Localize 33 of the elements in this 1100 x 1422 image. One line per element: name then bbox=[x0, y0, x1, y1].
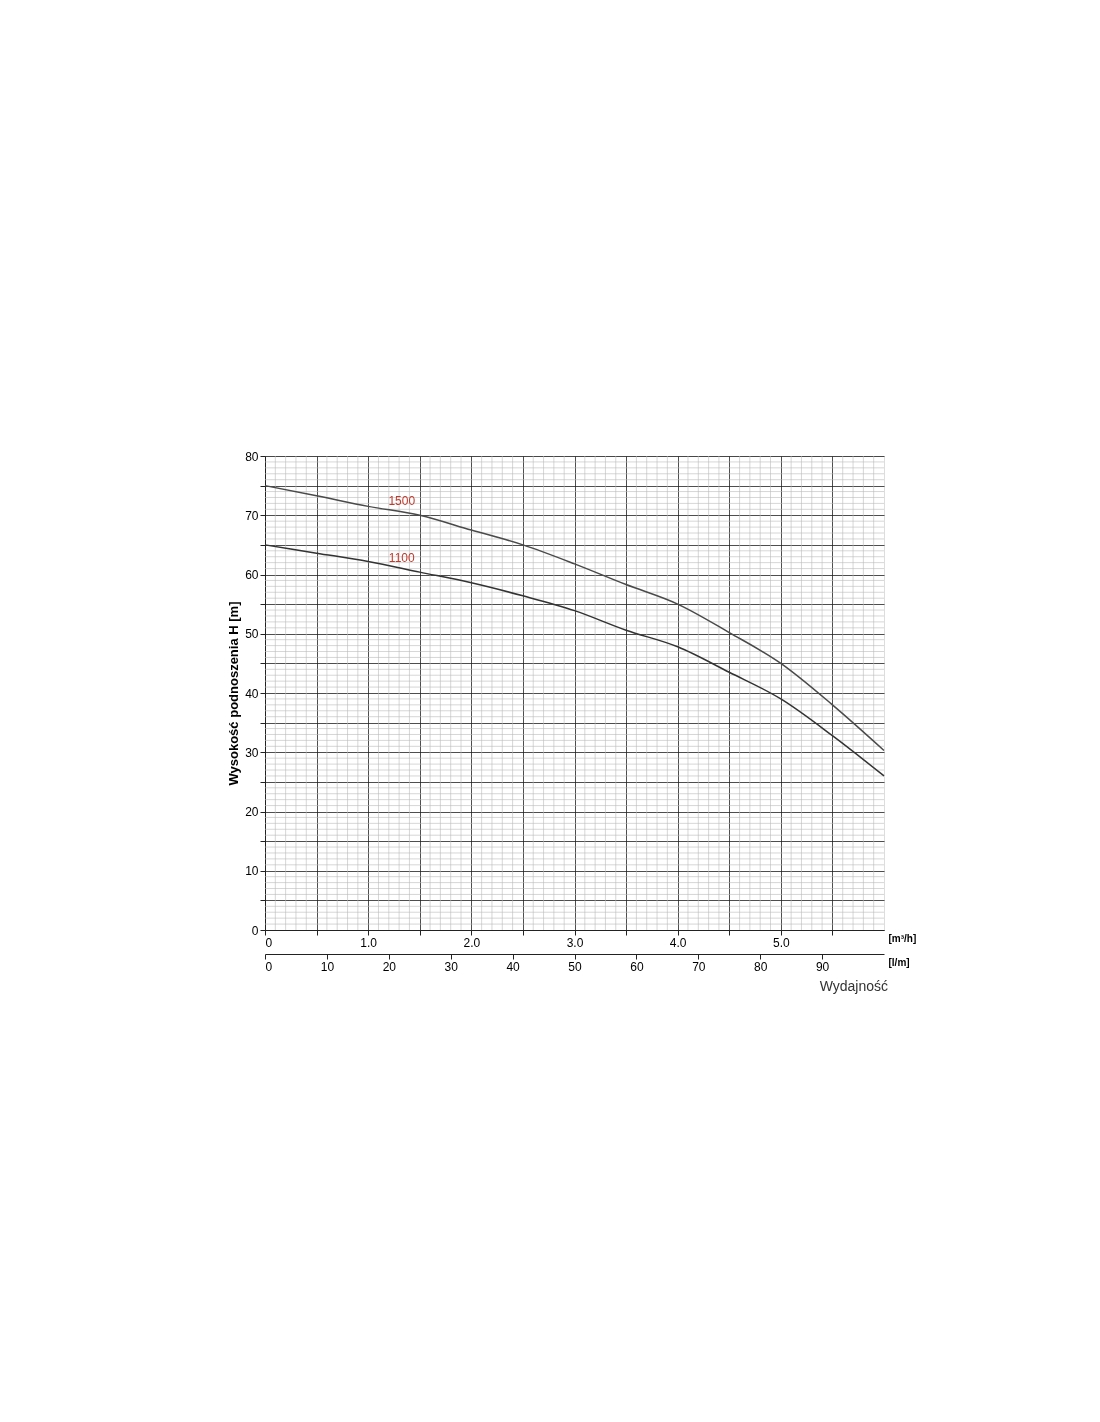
series-label: 1500 bbox=[388, 494, 416, 509]
x2-tick-label: 10 bbox=[320, 959, 335, 974]
x-tick-label: 2.0 bbox=[463, 935, 481, 950]
x-tick-label: 3.0 bbox=[566, 935, 584, 950]
x2-tick-label: 80 bbox=[754, 959, 768, 974]
y-tick-label: 10 bbox=[245, 864, 259, 879]
y-tick-label: 50 bbox=[245, 627, 259, 642]
x2-tick-label: 70 bbox=[692, 959, 706, 974]
y-tick-label: 40 bbox=[245, 686, 259, 701]
y-tick-label: 60 bbox=[245, 568, 259, 582]
x-tick-label: 0 bbox=[265, 935, 273, 950]
x2-tick-label: 60 bbox=[630, 959, 644, 974]
y-tick-label: 20 bbox=[245, 805, 259, 819]
x-tick-label: 5.0 bbox=[772, 935, 790, 950]
x-tick-label: 1.0 bbox=[360, 935, 378, 950]
x-axis-title: [m³/h] bbox=[888, 932, 917, 944]
line-series bbox=[264, 544, 885, 777]
x2-tick-label: 0 bbox=[265, 959, 273, 974]
x2-tick-label: 30 bbox=[444, 959, 459, 974]
x2-tick-label: 20 bbox=[382, 959, 397, 974]
x-tick-label: 4.0 bbox=[669, 935, 687, 950]
y-tick-label: 70 bbox=[245, 508, 259, 523]
y-tick-label: 80 bbox=[245, 449, 259, 464]
x2-tick-label: 90 bbox=[815, 959, 830, 974]
series-label: 1100 bbox=[388, 551, 415, 566]
x2-tick-label: 40 bbox=[506, 959, 521, 974]
text: Wydajność bbox=[819, 978, 888, 994]
x2-tick-label: 50 bbox=[568, 959, 582, 974]
y-tick-label: 0 bbox=[251, 923, 259, 938]
y-axis-title: Wysokość podnoszenia H [m] bbox=[226, 601, 242, 786]
y-tick-label: 30 bbox=[245, 745, 259, 760]
line-series bbox=[264, 484, 885, 752]
x2-axis-title: [l/m] bbox=[888, 956, 910, 968]
